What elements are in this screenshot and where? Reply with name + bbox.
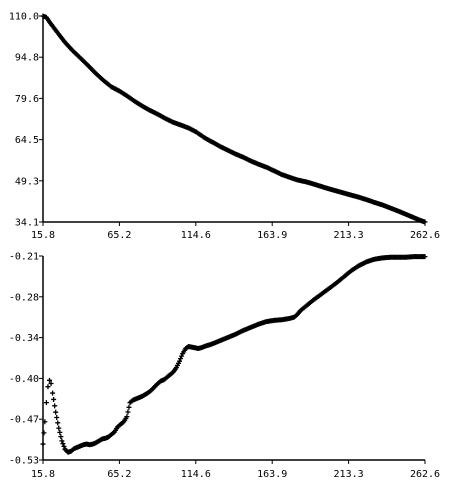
x-tick-label: 163.9 [257,469,287,480]
x-tick-label: 163.9 [257,230,287,241]
x-tick-label: 213.3 [334,469,364,480]
bottom-y-ticks: -0.21 -0.28 -0.34 -0.40 -0.47 -0.53 [9,252,43,467]
data-point [124,414,130,420]
y-tick-label: 64.5 [15,135,39,146]
data-point [61,443,67,449]
x-tick-label: 213.3 [334,230,364,241]
data-point [179,353,185,359]
y-tick-label: 110.0 [9,12,39,23]
x-tick-label: 262.6 [410,469,440,480]
y-tick-label: -0.21 [9,252,39,263]
chart-bottom: -0.21-0.28-0.34-0.40-0.47-0.53 15.8 65.2 1… [9,252,440,481]
chart-top: 110.094.879.664.549.334.1 15.8 65.2 114.6 1… [9,12,440,242]
y-tick-label: 94.8 [15,53,39,64]
data-point [55,420,61,426]
x-tick-label: 15.8 [31,469,55,480]
y-tick-label: -0.28 [9,292,39,303]
data-point [178,356,184,362]
data-point [60,441,66,447]
data-point [47,377,53,383]
y-tick-label: -0.40 [9,374,39,385]
x-tick-label: 65.2 [107,469,131,480]
y-tick-label: -0.34 [9,333,39,344]
data-point [422,254,428,260]
data-point [51,396,57,402]
top-x-ticks: 15.8 65.2 114.6 163.9 213.3 262.6 [31,222,440,241]
bottom-series [40,254,428,455]
y-tick-label: 34.1 [15,218,39,229]
top-series [40,13,428,225]
data-point [45,384,51,390]
data-point [125,409,131,415]
data-point [59,438,65,444]
data-point [54,415,60,420]
y-tick-label: -0.47 [9,415,39,426]
data-point [57,429,63,435]
data-point [126,404,132,410]
data-point [41,430,47,436]
data-point [50,390,56,396]
y-tick-label: 49.3 [15,176,39,187]
x-tick-label: 114.6 [181,469,211,480]
data-point [422,219,428,225]
data-point [177,358,183,364]
top-y-ticks: 110.0 94.8 79.6 64.5 49.3 34.1 [9,12,43,229]
x-tick-label: 262.6 [410,230,440,241]
data-point [43,400,49,406]
data-point [53,409,59,415]
x-tick-label: 65.2 [107,230,131,241]
y-tick-label: 79.6 [15,94,39,105]
data-point [48,381,54,386]
data-point [42,419,48,425]
y-tick-label: -0.53 [9,456,39,467]
data-point [58,434,64,440]
data-point [56,425,62,431]
bottom-x-ticks: 15.8 65.2 114.6 163.9 213.3 262.6 [31,460,440,480]
data-point [52,403,58,409]
data-point [40,441,46,447]
x-tick-label: 15.8 [31,230,55,241]
x-tick-label: 114.6 [181,230,211,241]
